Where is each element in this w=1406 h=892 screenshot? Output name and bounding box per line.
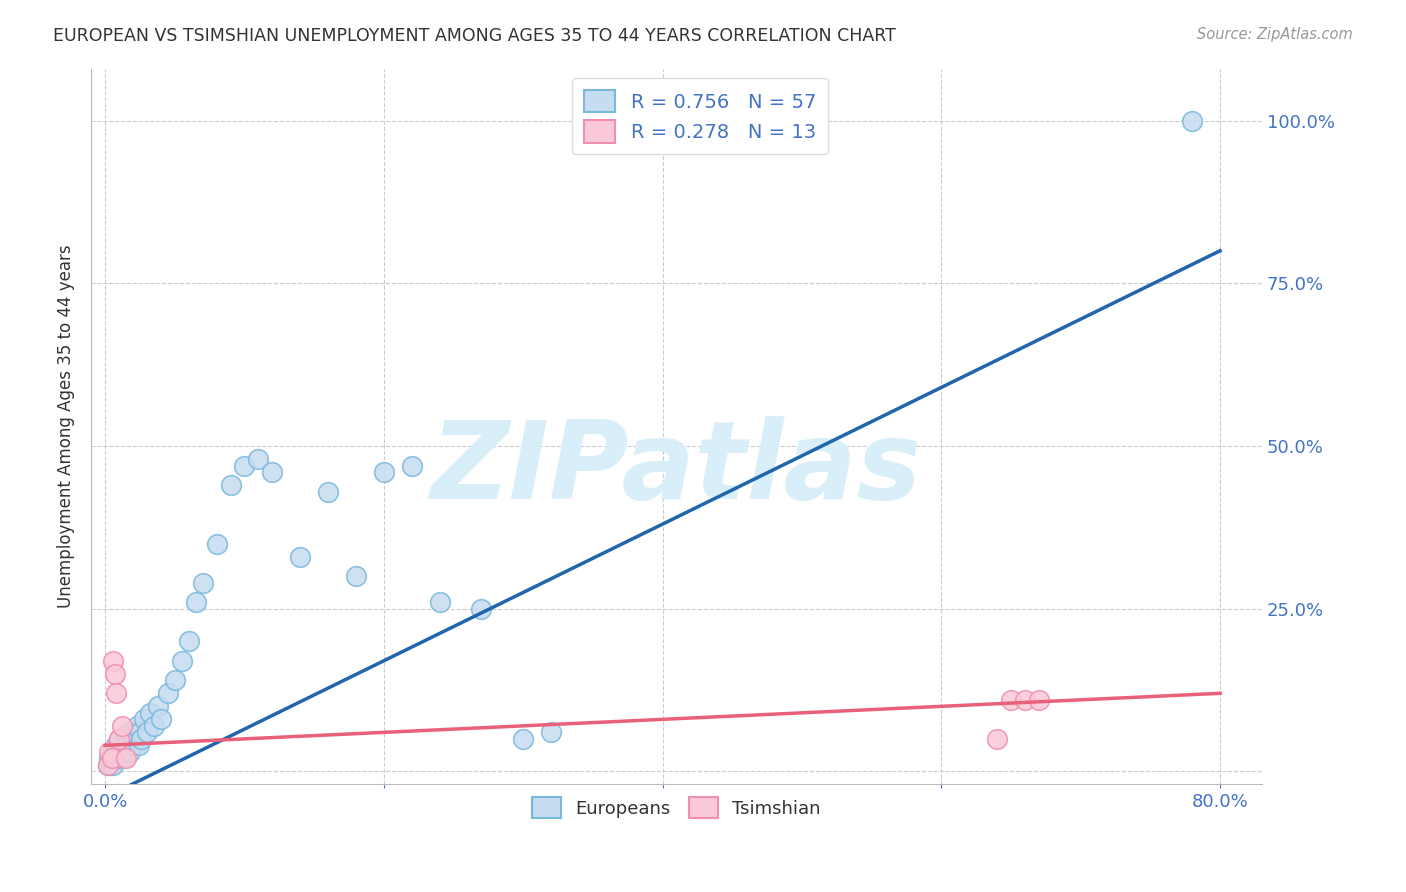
Point: [135, 725, 157, 739]
Point: [115, 745, 138, 759]
Point: [127, 719, 149, 733]
Point: [110, 745, 132, 759]
Legend: Europeans, Tsimshian: Europeans, Tsimshian: [524, 790, 828, 825]
Point: [111, 719, 134, 733]
Point: [373, 465, 395, 479]
Point: [132, 712, 155, 726]
Point: [107, 745, 129, 759]
Point: [121, 731, 143, 746]
Point: [112, 751, 135, 765]
Point: [540, 725, 562, 739]
Y-axis label: Unemployment Among Ages 35 to 44 years: Unemployment Among Ages 35 to 44 years: [58, 244, 75, 608]
Point: [117, 739, 139, 753]
Point: [316, 484, 339, 499]
Point: [104, 745, 127, 759]
Point: [98, 745, 121, 759]
Point: [122, 739, 145, 753]
Text: ZIPatlas: ZIPatlas: [432, 417, 922, 523]
Text: Source: ZipAtlas.com: Source: ZipAtlas.com: [1197, 27, 1353, 42]
Point: [233, 458, 256, 473]
Point: [108, 731, 131, 746]
Point: [429, 595, 451, 609]
Point: [100, 758, 122, 772]
Point: [118, 725, 141, 739]
Point: [103, 654, 125, 668]
Point: [111, 739, 134, 753]
Point: [219, 478, 242, 492]
Point: [115, 731, 138, 746]
Point: [129, 725, 152, 739]
Point: [986, 731, 1008, 746]
Point: [114, 745, 136, 759]
Point: [290, 549, 312, 564]
Point: [101, 745, 124, 759]
Point: [124, 725, 146, 739]
Point: [103, 758, 125, 772]
Point: [1014, 693, 1036, 707]
Point: [120, 745, 142, 759]
Point: [262, 465, 284, 479]
Point: [98, 751, 121, 765]
Point: [146, 699, 169, 714]
Point: [149, 712, 172, 726]
Point: [142, 719, 165, 733]
Point: [108, 731, 131, 746]
Text: EUROPEAN VS TSIMSHIAN UNEMPLOYMENT AMONG AGES 35 TO 44 YEARS CORRELATION CHART: EUROPEAN VS TSIMSHIAN UNEMPLOYMENT AMONG…: [53, 27, 896, 45]
Point: [401, 458, 423, 473]
Point: [1028, 693, 1050, 707]
Point: [97, 758, 120, 772]
Point: [131, 731, 153, 746]
Point: [104, 751, 127, 765]
Point: [470, 601, 492, 615]
Point: [205, 536, 228, 550]
Point: [170, 654, 193, 668]
Point: [108, 751, 131, 765]
Point: [156, 686, 179, 700]
Point: [101, 751, 124, 765]
Point: [105, 751, 128, 765]
Point: [101, 751, 124, 765]
Point: [104, 666, 127, 681]
Point: [177, 634, 200, 648]
Point: [138, 706, 160, 720]
Point: [344, 569, 367, 583]
Point: [125, 731, 148, 746]
Point: [1000, 693, 1022, 707]
Point: [247, 452, 270, 467]
Point: [184, 595, 207, 609]
Point: [191, 575, 214, 590]
Point: [128, 739, 150, 753]
Point: [115, 751, 138, 765]
Point: [105, 739, 128, 753]
Point: [105, 686, 128, 700]
Point: [1181, 113, 1204, 128]
Point: [163, 673, 186, 688]
Point: [97, 758, 120, 772]
Point: [512, 731, 534, 746]
